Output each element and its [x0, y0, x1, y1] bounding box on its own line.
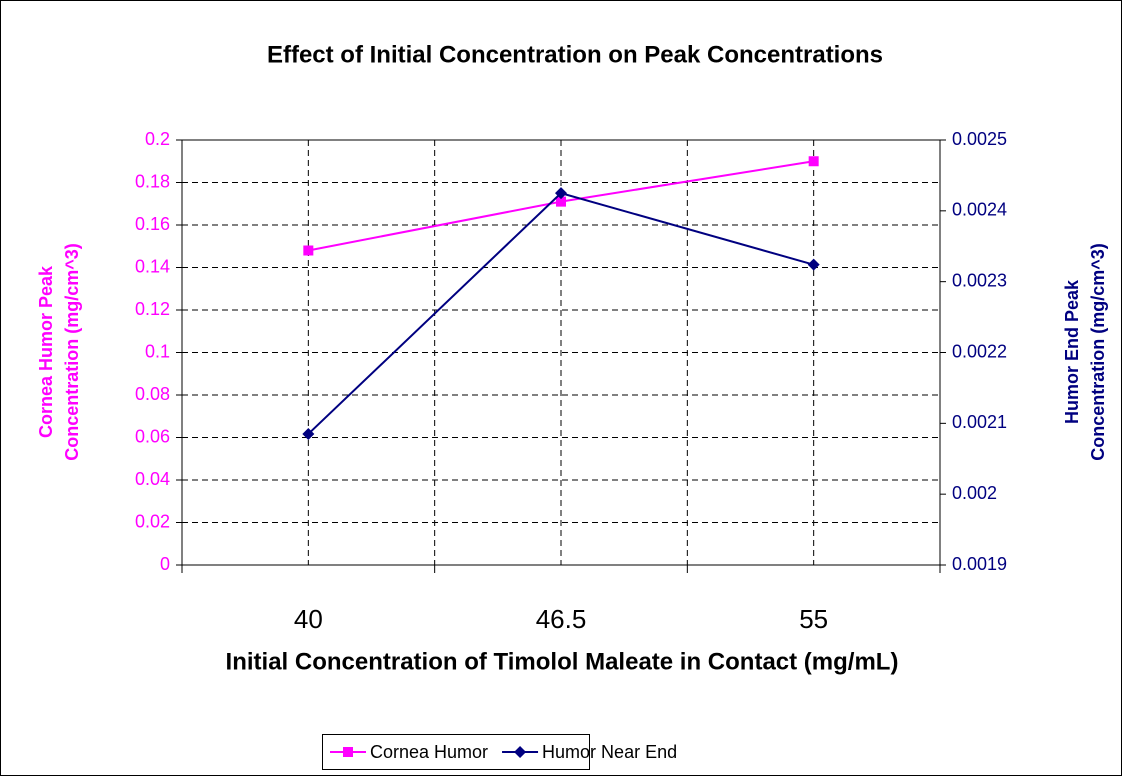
y-tick-label: 0.02 [135, 511, 170, 531]
y-tick-label: 0.14 [135, 256, 170, 276]
plot-frame [181, 139, 941, 566]
x-axis-title: Initial Concentration of Timolol Maleate… [226, 648, 899, 675]
y2-tick-label: 0.002 [952, 483, 997, 503]
data-point [555, 187, 567, 200]
y-axis-title-line: Cornea Humor Peak [36, 265, 56, 438]
data-point [302, 427, 315, 440]
legend-marker [343, 747, 353, 757]
y-tick-label: 0.08 [135, 384, 170, 404]
y2-tick-label: 0.0024 [952, 200, 1007, 220]
data-point [808, 156, 819, 167]
y-tick-label: 0.2 [145, 129, 170, 149]
legend-label: Cornea Humor [370, 742, 488, 762]
y2-axis-title-line: Concentration (mg/cm^3) [1088, 243, 1108, 461]
y-axis-title: Cornea Humor Peak Concentration (mg/cm^3… [36, 243, 82, 461]
y2-tick-label: 0.0021 [952, 412, 1007, 432]
data-point [807, 258, 820, 271]
data-point [303, 245, 314, 256]
y-tick-label: 0.1 [145, 341, 170, 361]
y2-tick-label: 0.0025 [952, 129, 1007, 149]
x-tick-label: 46.5 [536, 604, 587, 634]
y2-tick-label: 0.0022 [952, 341, 1007, 361]
y2-axis-title-line: Humor End Peak [1062, 279, 1082, 424]
y-tick-label: 0 [160, 554, 170, 574]
y-tick-label: 0.12 [135, 299, 170, 319]
legend-label: Humor Near End [542, 742, 677, 762]
y2-axis-title: Humor End Peak Concentration (mg/cm^3) [1062, 243, 1108, 461]
y2-tick-label: 0.0019 [952, 554, 1007, 574]
y-tick-label: 0.04 [135, 469, 170, 489]
legend-box [322, 734, 590, 770]
chart-title: Effect of Initial Concentration on Peak … [267, 41, 883, 68]
y2-tick-label: 0.0023 [952, 270, 1007, 290]
legend-marker [514, 746, 527, 758]
y-tick-label: 0.06 [135, 426, 170, 446]
data-point [556, 196, 566, 207]
y-tick-label: 0.18 [135, 171, 170, 191]
y-tick-label: 0.16 [135, 214, 170, 234]
x-tick-label: 40 [294, 604, 323, 634]
y-axis-title-line: Concentration (mg/cm^3) [62, 243, 82, 461]
x-tick-label: 55 [799, 604, 828, 634]
